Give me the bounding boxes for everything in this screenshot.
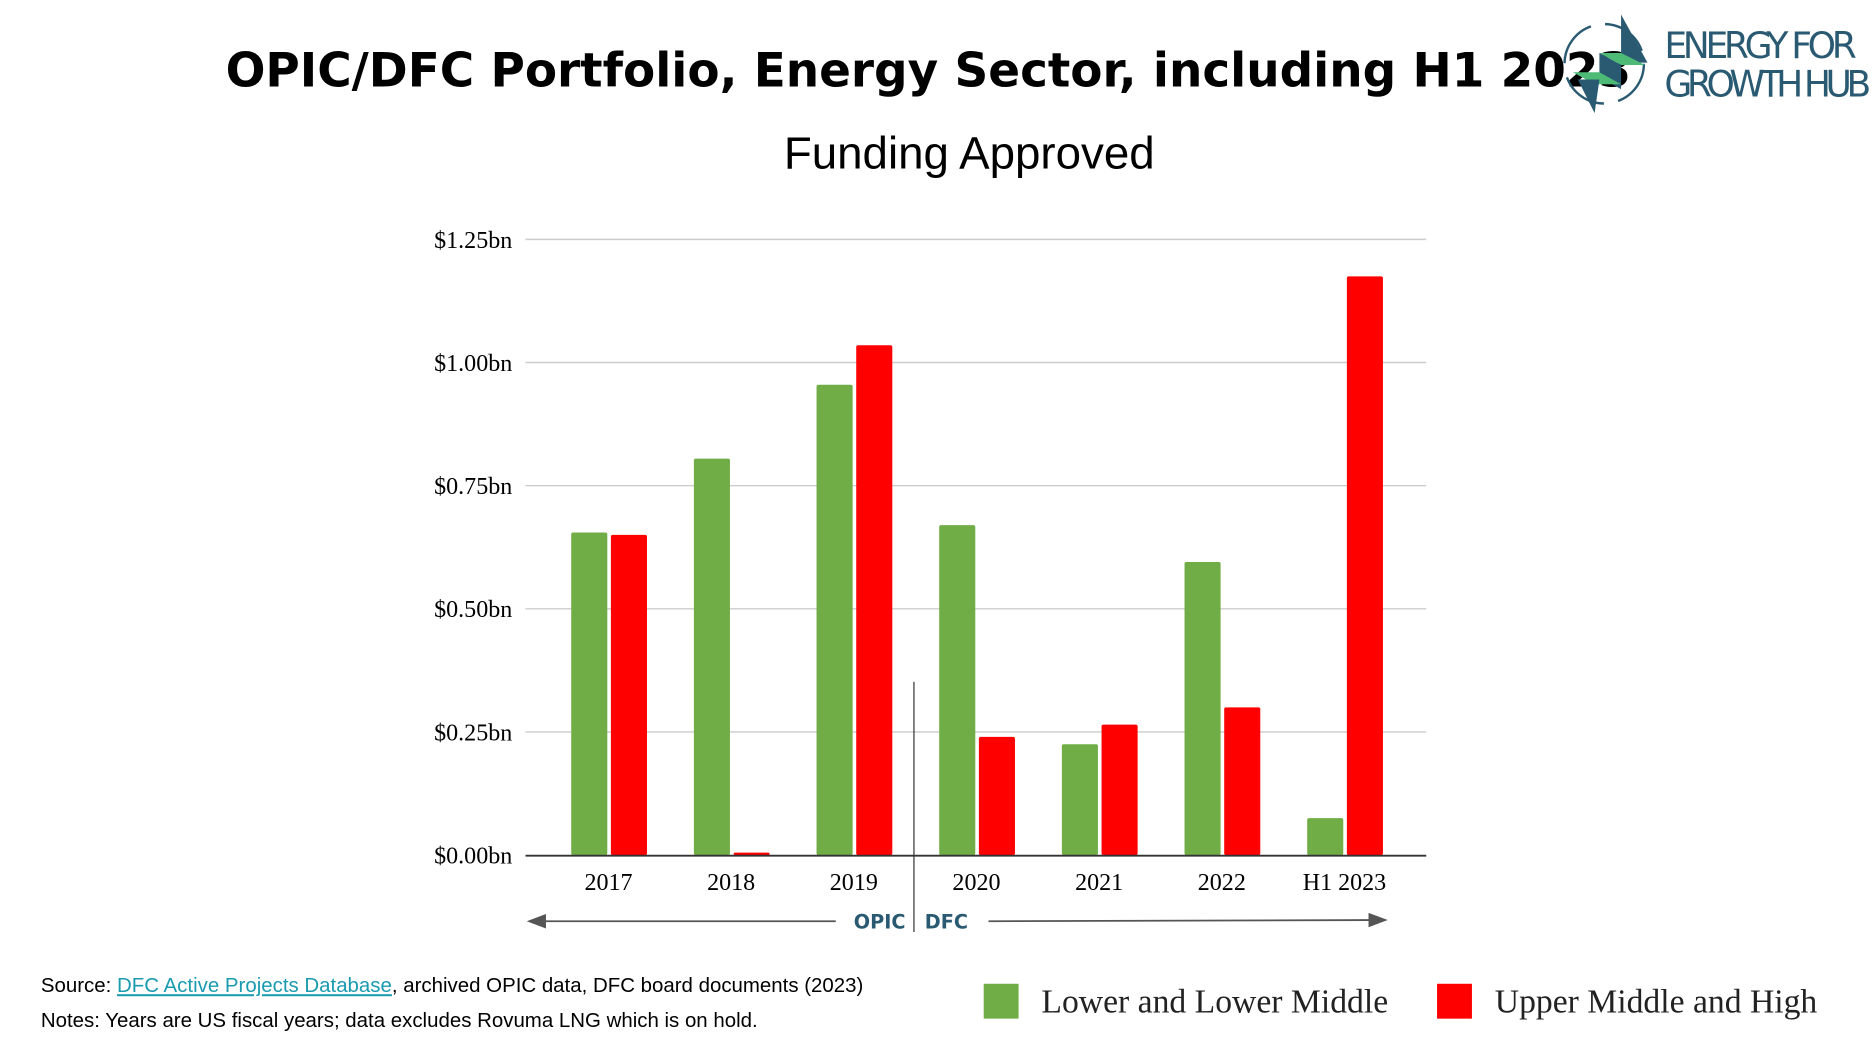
bars [571, 276, 1383, 856]
dfc-arrow-line [988, 919, 1371, 923]
x-tick-label: 2019 [830, 870, 878, 896]
source-prefix: Source: [41, 974, 117, 997]
bar-lower-2020 [939, 525, 976, 856]
bar-upper-2019 [856, 345, 893, 856]
x-tick-label: 2017 [584, 870, 632, 896]
y-tick-label: $0.50bn [434, 597, 512, 623]
bar-upper-2021 [1101, 724, 1138, 856]
source-link[interactable]: DFC Active Projects Database [117, 974, 392, 997]
bar-lower-2021 [1061, 744, 1098, 856]
logo-step-bottom [1572, 72, 1622, 85]
legend-label-upper: Upper Middle and High [1495, 984, 1818, 1021]
bar-upper-2022 [1224, 707, 1261, 856]
bar-upper-H1-2023 [1346, 276, 1383, 856]
dfc-label: DFC [925, 910, 968, 933]
y-tick-label: $1.00bn [434, 351, 512, 377]
bar-upper-2018 [733, 852, 770, 856]
gridlines [525, 238, 1427, 733]
logo-bolt-top [1621, 14, 1648, 63]
x-tick-label: 2022 [1198, 870, 1246, 896]
chart-title: Funding Approved [784, 127, 1155, 178]
slide-title: OPIC/DFC Portfolio, Energy Sector, inclu… [226, 44, 1632, 99]
logo: ENERGY FOR GROWTH HUB [1563, 14, 1871, 114]
logo-step-top [1599, 52, 1646, 66]
source-note: Source: DFC Active Projects Database, ar… [41, 974, 863, 997]
bar-lower-2017 [571, 532, 608, 856]
x-tick-label: 2018 [707, 870, 755, 896]
legend-swatch-upper [1437, 983, 1472, 1019]
bar-lower-2022 [1184, 562, 1221, 856]
x-tick-label: 2020 [952, 870, 1000, 896]
source-suffix: , archived OPIC data, DFC board document… [392, 974, 863, 997]
y-tick-label: $0.00bn [434, 844, 512, 870]
x-axis-ticks: 2017 2018 2019 2020 2021 2022 H1 2023 [584, 870, 1386, 896]
legend-label-lower: Lower and Lower Middle [1041, 984, 1388, 1021]
y-tick-label: $0.25bn [434, 720, 512, 746]
logo-line2: GROWTH HUB [1664, 63, 1871, 105]
arrow-right-icon [1368, 912, 1388, 928]
x-tick-label: 2021 [1075, 870, 1123, 896]
y-axis-ticks: $0.00bn $0.25bn $0.50bn $0.75bn $1.00bn $1.25… [434, 228, 512, 870]
notes-text: Notes: Years are US fiscal years; data e… [41, 1009, 758, 1032]
bar-lower-H1-2023 [1307, 818, 1344, 856]
y-tick-label: $1.25bn [434, 228, 512, 254]
legend: Lower and Lower Middle Upper Middle and … [983, 983, 1818, 1021]
bar-upper-2017 [610, 534, 647, 856]
opic-label: OPIC [854, 910, 906, 933]
logo-bolt-bottom [1577, 79, 1600, 114]
bar-lower-2018 [693, 458, 730, 856]
legend-swatch-lower [983, 983, 1019, 1019]
bar-lower-2019 [816, 384, 853, 856]
bar-upper-2020 [978, 736, 1015, 856]
y-tick-label: $0.75bn [434, 474, 512, 500]
arrow-left-icon [526, 914, 546, 929]
logo-ring-icon [1563, 22, 1646, 105]
x-tick-label: H1 2023 [1303, 870, 1387, 896]
logo-line1: ENERGY FOR [1664, 25, 1856, 67]
